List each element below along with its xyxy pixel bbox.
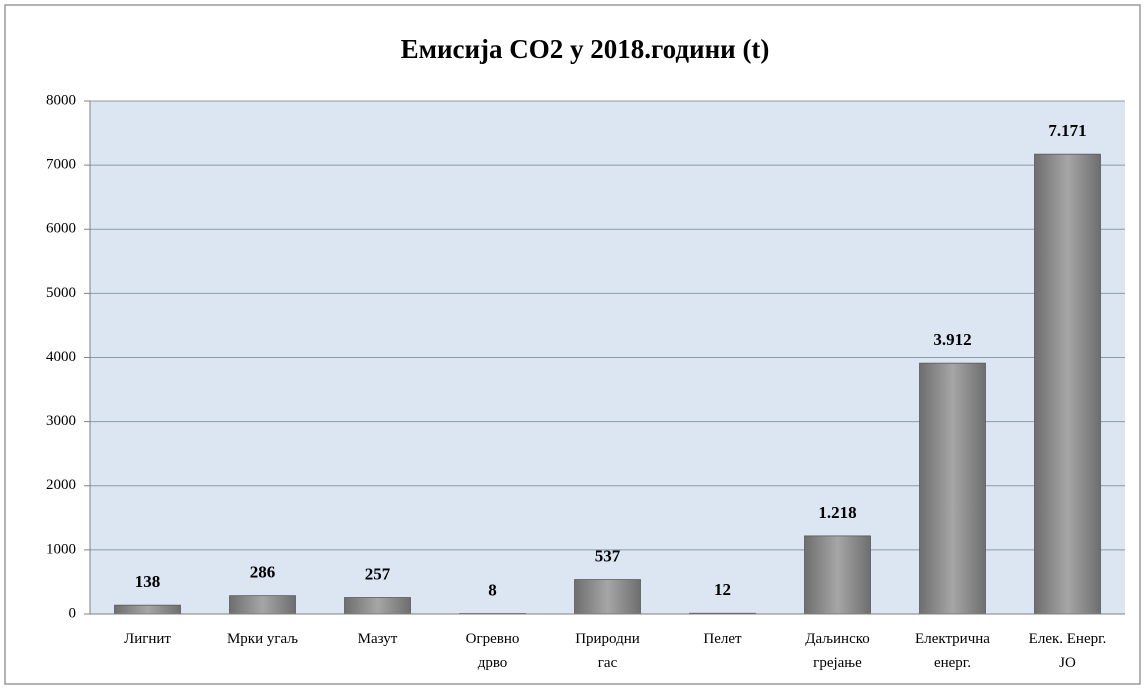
value-label: 286 (250, 563, 276, 582)
value-label: 8 (488, 580, 497, 599)
bar (574, 579, 641, 615)
y-tick-label: 8000 (46, 92, 76, 108)
value-label: 1.218 (818, 503, 856, 522)
value-label: 138 (135, 572, 161, 591)
y-tick-label: 7000 (46, 157, 76, 173)
chart-title: Емисија CO2 у 2018.години (t) (401, 34, 770, 64)
bar (804, 535, 871, 615)
bar (114, 604, 181, 615)
x-tick-label: Даљинско грејање (805, 631, 870, 671)
x-tick-label: Мрки угаљ (227, 631, 298, 647)
y-tick-label: 2000 (46, 477, 76, 493)
x-tick-label: Пелет (703, 631, 742, 647)
bar (344, 597, 411, 615)
x-tick-label: Мазут (358, 631, 398, 647)
bar (919, 362, 986, 615)
value-label: 12 (714, 580, 731, 599)
value-label: 537 (595, 546, 621, 565)
y-tick-label: 0 (69, 605, 77, 621)
x-tick-label: Елек. Енерг. ЈО (1029, 631, 1107, 671)
y-tick-label: 1000 (46, 541, 76, 557)
y-tick-label: 6000 (46, 221, 76, 237)
x-tick-label: Природни гас (575, 631, 640, 671)
x-tick-label: Електрична енерг. (915, 631, 990, 671)
value-label: 7.171 (1048, 121, 1086, 140)
bar (1034, 153, 1101, 615)
value-label: 3.912 (933, 330, 971, 349)
value-label: 257 (365, 564, 391, 583)
bar (229, 595, 296, 615)
y-tick-label: 5000 (46, 285, 76, 301)
y-tick-label: 4000 (46, 349, 76, 365)
x-tick-label: Огревно дрво (466, 631, 520, 671)
y-tick-label: 3000 (46, 413, 76, 429)
x-tick-label: Лигнит (124, 631, 171, 647)
